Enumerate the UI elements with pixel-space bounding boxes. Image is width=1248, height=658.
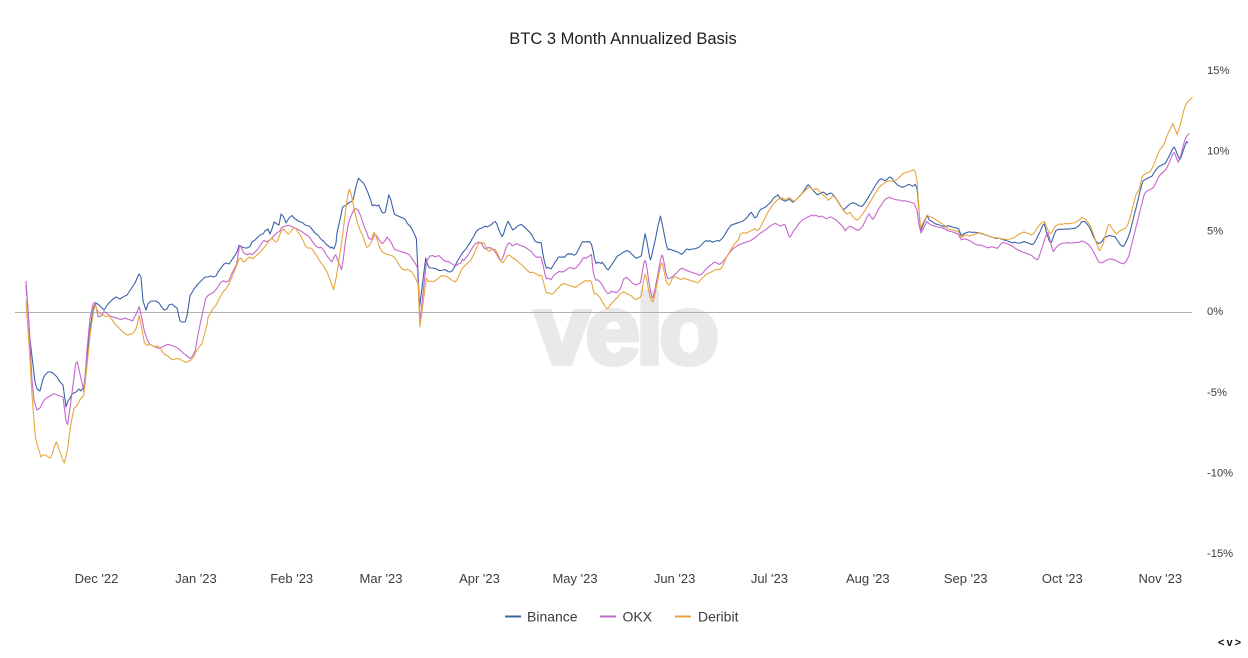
svg-text:-15%: -15% [1207,548,1233,560]
svg-text:Jan '23: Jan '23 [175,571,217,586]
svg-text:15%: 15% [1207,65,1229,77]
svg-text:Apr '23: Apr '23 [459,571,500,586]
svg-text:OKX: OKX [623,609,653,625]
svg-text:0%: 0% [1207,306,1223,318]
svg-text:BTC 3 Month Annualized Basis: BTC 3 Month Annualized Basis [509,30,736,48]
svg-text:May '23: May '23 [552,571,597,586]
svg-text:Aug '23: Aug '23 [846,571,890,586]
svg-text:-10%: -10% [1207,468,1233,480]
svg-text:10%: 10% [1207,146,1229,158]
svg-text:Mar '23: Mar '23 [360,571,403,586]
svg-text:Nov '23: Nov '23 [1138,571,1182,586]
svg-text:<v>: <v> [1218,637,1243,649]
svg-text:5%: 5% [1207,226,1223,238]
svg-text:Jun '23: Jun '23 [654,571,696,586]
svg-text:Jul '23: Jul '23 [751,571,788,586]
svg-text:-5%: -5% [1207,387,1227,399]
svg-text:Feb '23: Feb '23 [270,571,313,586]
svg-text:velo: velo [535,275,716,385]
svg-text:Sep '23: Sep '23 [944,571,988,586]
svg-text:Dec '22: Dec '22 [75,571,119,586]
svg-text:Deribit: Deribit [698,609,739,625]
svg-text:Binance: Binance [527,609,578,625]
svg-text:Oct '23: Oct '23 [1042,571,1083,586]
